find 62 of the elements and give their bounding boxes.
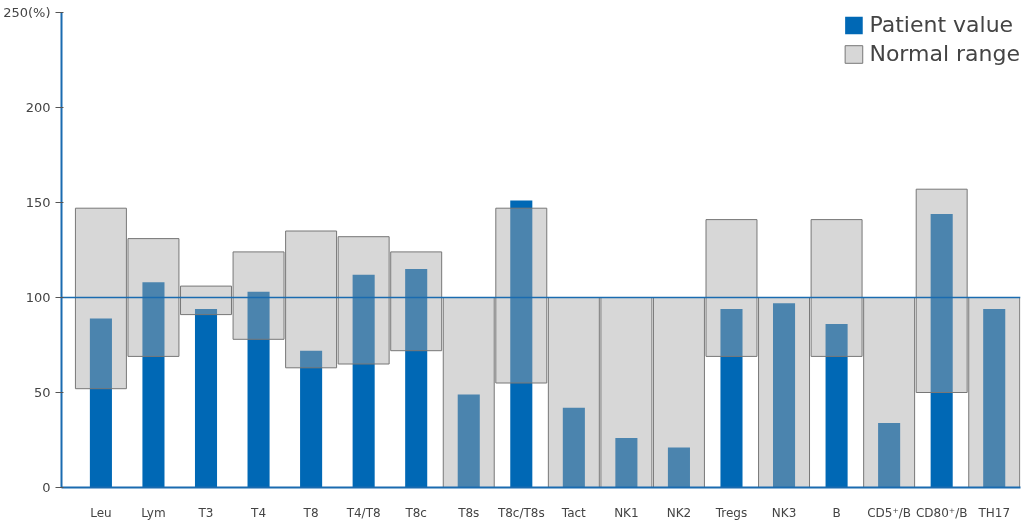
bar bbox=[300, 350, 323, 488]
bar bbox=[983, 308, 1006, 488]
bar bbox=[758, 297, 811, 488]
y-tick-label: 250(%) bbox=[3, 5, 51, 20]
bar bbox=[142, 282, 165, 488]
x-tick-label: B bbox=[832, 505, 841, 520]
bar bbox=[285, 230, 338, 369]
bar bbox=[720, 308, 743, 488]
bar bbox=[127, 238, 180, 357]
x-tick-label: T3 bbox=[197, 505, 214, 520]
bar bbox=[390, 251, 443, 352]
bar bbox=[495, 207, 548, 384]
bar bbox=[562, 407, 585, 488]
legend-label: Normal range bbox=[869, 41, 1020, 66]
x-tick-label: T8s bbox=[457, 505, 480, 520]
bar bbox=[615, 438, 638, 488]
bar bbox=[457, 394, 480, 488]
y-tick-label: 150 bbox=[25, 195, 51, 210]
x-tick-label: T8 bbox=[302, 505, 319, 520]
bar bbox=[247, 291, 270, 488]
x-tick-label: T4 bbox=[250, 505, 267, 520]
bar bbox=[652, 297, 705, 488]
x-tick-label: Leu bbox=[90, 505, 112, 520]
bar bbox=[510, 200, 533, 488]
x-tick-label: T8c/T8s bbox=[496, 505, 545, 520]
bar bbox=[180, 285, 232, 316]
bar bbox=[915, 188, 968, 393]
x-tick-label: NK3 bbox=[771, 505, 797, 520]
bar bbox=[825, 324, 848, 488]
x-tick-label: T8c bbox=[404, 505, 427, 520]
bar bbox=[547, 297, 600, 488]
bar bbox=[405, 269, 428, 488]
bar bbox=[337, 236, 390, 365]
bar bbox=[667, 447, 690, 488]
x-tick-label: CD5⁺/B bbox=[867, 505, 912, 520]
bar bbox=[232, 251, 285, 340]
x-tick-label: NK1 bbox=[614, 505, 639, 520]
bar bbox=[705, 219, 758, 357]
bar bbox=[930, 213, 953, 488]
x-tick-label: CD80⁺/B bbox=[915, 505, 968, 520]
x-tick-label: Lym bbox=[141, 505, 166, 520]
x-tick-label: Tact bbox=[560, 505, 587, 520]
bar bbox=[878, 422, 901, 488]
bar bbox=[194, 308, 218, 488]
bar bbox=[89, 318, 112, 488]
y-tick-label: 50 bbox=[33, 385, 51, 400]
bar bbox=[442, 297, 495, 488]
bar bbox=[810, 219, 863, 357]
y-tick-label: 100 bbox=[25, 290, 51, 305]
bar bbox=[863, 297, 916, 488]
x-tick-label: NK2 bbox=[666, 505, 692, 520]
bar bbox=[74, 207, 127, 390]
bar bbox=[773, 303, 796, 488]
x-tick-label: T4/T8 bbox=[345, 505, 381, 520]
bar bbox=[968, 297, 1021, 488]
y-tick-label: 200 bbox=[25, 100, 51, 115]
x-tick-label: TH17 bbox=[977, 505, 1011, 520]
bar bbox=[352, 274, 375, 488]
bar bbox=[600, 297, 653, 488]
y-tick-label: 0 bbox=[42, 480, 51, 495]
x-tick-label: Tregs bbox=[714, 505, 748, 520]
legend-label: Patient value bbox=[869, 12, 1014, 37]
